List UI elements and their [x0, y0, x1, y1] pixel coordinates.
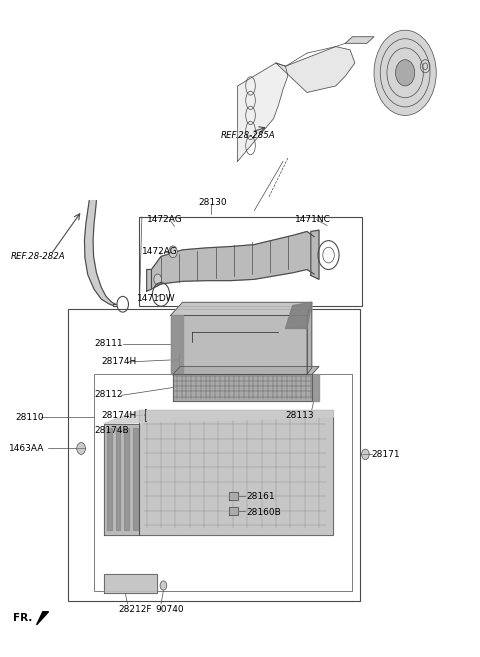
Polygon shape: [116, 428, 120, 530]
Text: 1471NC: 1471NC: [295, 215, 331, 224]
Polygon shape: [276, 47, 355, 93]
Polygon shape: [173, 374, 312, 401]
Polygon shape: [170, 315, 307, 374]
Polygon shape: [286, 302, 312, 328]
Polygon shape: [170, 315, 182, 374]
Polygon shape: [104, 411, 333, 424]
Text: FR.: FR.: [12, 613, 32, 623]
Circle shape: [374, 30, 436, 116]
Polygon shape: [173, 367, 319, 374]
Text: REF.28-285A: REF.28-285A: [221, 131, 276, 139]
Polygon shape: [107, 428, 112, 530]
Circle shape: [168, 246, 177, 258]
Text: 1463AA: 1463AA: [9, 444, 45, 453]
Polygon shape: [312, 374, 319, 401]
Text: 28212F: 28212F: [118, 604, 152, 614]
Polygon shape: [238, 63, 288, 162]
Circle shape: [361, 449, 369, 460]
Polygon shape: [152, 231, 314, 289]
Polygon shape: [140, 411, 333, 535]
Text: 28160B: 28160B: [246, 508, 281, 516]
Polygon shape: [229, 492, 238, 500]
Polygon shape: [104, 574, 157, 593]
Polygon shape: [307, 302, 312, 374]
Circle shape: [160, 581, 167, 590]
Text: 28130: 28130: [198, 198, 227, 207]
Text: 28174B: 28174B: [94, 426, 129, 435]
Bar: [140, 217, 362, 306]
Polygon shape: [84, 200, 116, 306]
Text: 1472AG: 1472AG: [147, 215, 182, 224]
Bar: [68, 309, 360, 600]
Text: 28110: 28110: [15, 413, 44, 422]
Polygon shape: [36, 612, 48, 625]
Text: 28113: 28113: [286, 411, 314, 420]
Polygon shape: [147, 269, 152, 291]
Text: 28111: 28111: [94, 339, 123, 348]
Circle shape: [396, 60, 415, 86]
Polygon shape: [229, 507, 238, 515]
Polygon shape: [311, 230, 319, 279]
Circle shape: [77, 443, 85, 455]
Text: 28161: 28161: [246, 493, 275, 501]
Text: 28174H: 28174H: [101, 411, 136, 420]
Polygon shape: [104, 424, 140, 535]
Bar: [94, 374, 352, 591]
Polygon shape: [124, 428, 129, 530]
Text: REF.28-282A: REF.28-282A: [10, 252, 65, 261]
Polygon shape: [345, 37, 374, 43]
Circle shape: [154, 274, 161, 284]
Text: 90740: 90740: [156, 604, 184, 614]
Text: 28174H: 28174H: [101, 357, 136, 367]
Text: 1471DW: 1471DW: [137, 294, 176, 304]
Text: 1472AG: 1472AG: [142, 247, 178, 256]
Polygon shape: [170, 302, 312, 315]
Text: 28171: 28171: [372, 450, 400, 459]
Polygon shape: [133, 428, 138, 530]
Text: 28112: 28112: [94, 390, 122, 399]
